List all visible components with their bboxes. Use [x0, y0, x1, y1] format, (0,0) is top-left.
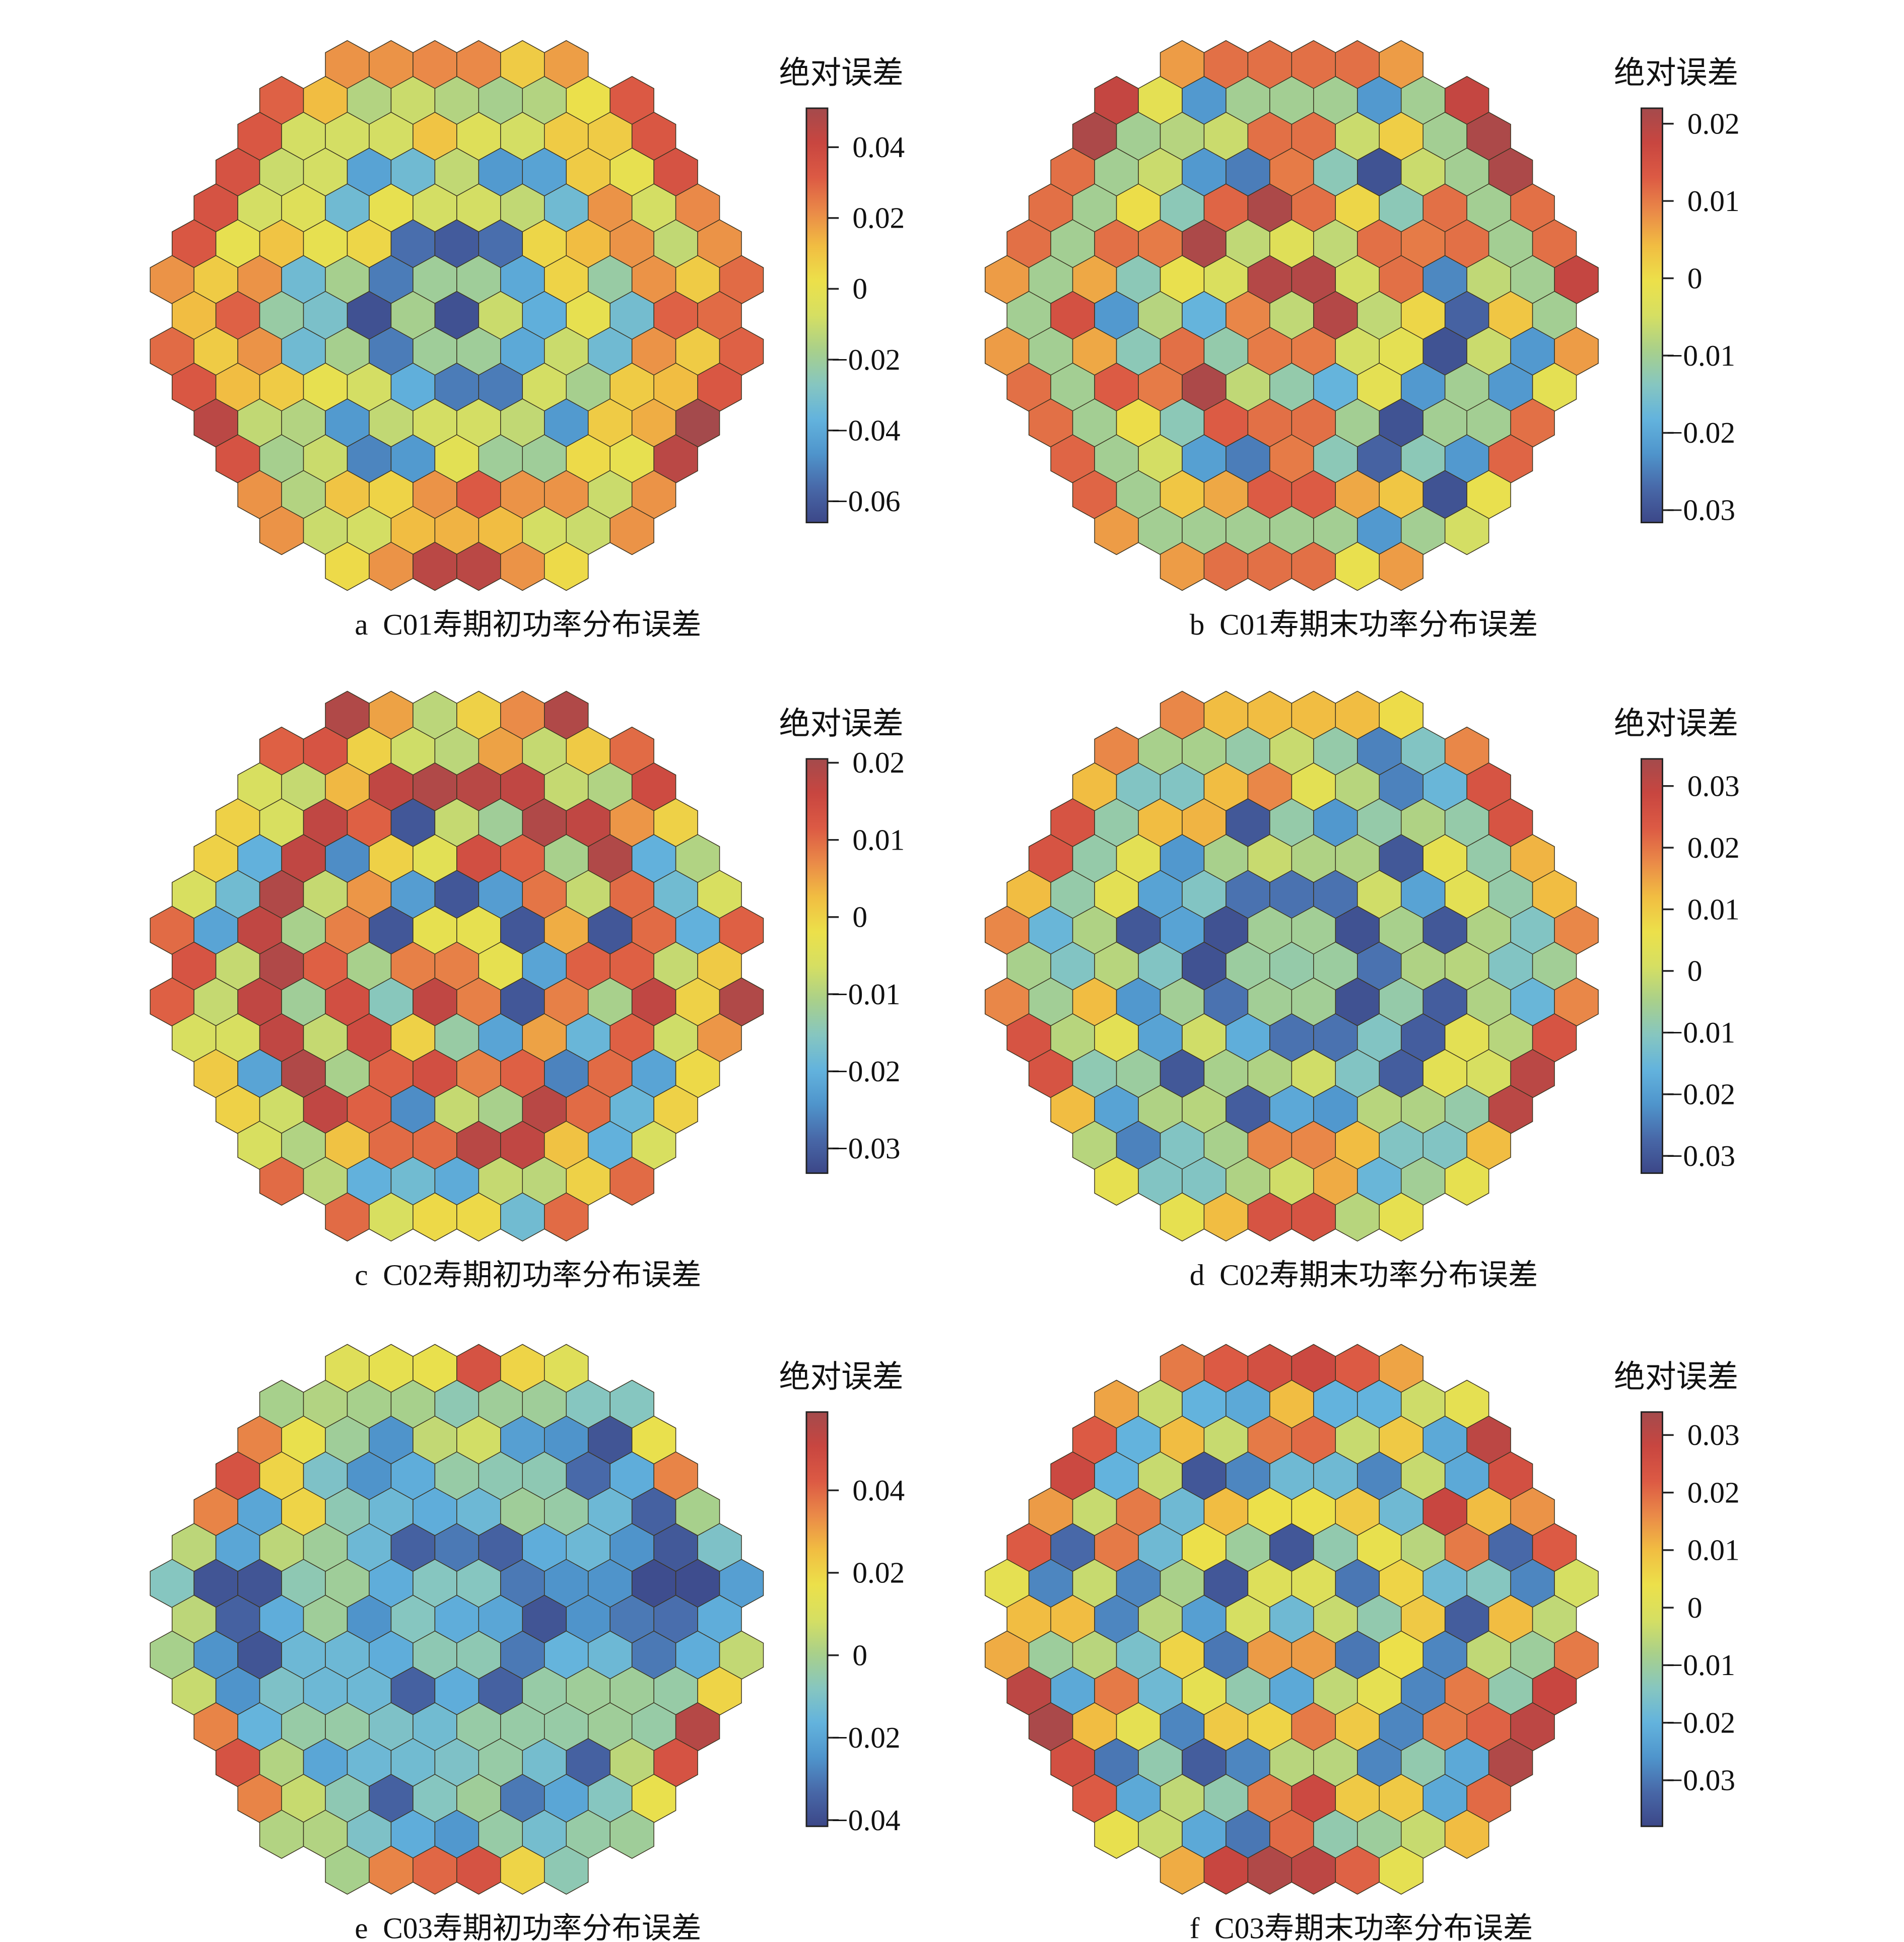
colorbar-tick-label: −0.02 — [831, 1721, 900, 1754]
hex-cell — [1444, 506, 1489, 556]
colorbar-tick-label: 0.03 — [1687, 769, 1740, 802]
colorbar: 绝对误差 0.04 0.02 0 −0.02 −0.04 −0.06 — [779, 56, 905, 523]
hex-grid — [150, 40, 764, 591]
colorbar-title: 绝对误差 — [779, 707, 904, 741]
panel-caption: a C01寿期初功率分布误差 — [355, 608, 701, 641]
panel-d: 绝对误差 0.03 0.02 0.01 0 −0.01 −0.02 −0.03 d C02寿期末… — [984, 690, 1740, 1292]
panel-caption: e C03寿期初功率分布误差 — [355, 1912, 701, 1942]
hex-cell — [544, 541, 589, 591]
panel-caption: f C03寿期末功率分布误差 — [1190, 1912, 1533, 1942]
colorbar-gradient — [805, 107, 829, 523]
colorbar-tick-label: −0.02 — [1666, 416, 1735, 449]
colorbar-tick-label: 0.03 — [1687, 1418, 1740, 1451]
colorbar-tick-label: −0.04 — [831, 1804, 900, 1837]
colorbar-tick-label: −0.01 — [1666, 1016, 1735, 1049]
hex-grid — [150, 690, 764, 1242]
colorbar-title: 绝对误差 — [1614, 56, 1738, 91]
colorbar-title: 绝对误差 — [1614, 1360, 1738, 1394]
colorbar-gradient — [1641, 1411, 1663, 1827]
colorbar-tick-label: −0.02 — [1666, 1077, 1735, 1111]
hex-grid — [150, 1344, 764, 1895]
colorbar-tick-label: 0 — [1687, 261, 1703, 295]
colorbar: 绝对误差 0.02 0.01 0 −0.01 −0.02 −0.03 — [1614, 56, 1739, 527]
panel-a: 绝对误差 0.04 0.02 0 −0.02 −0.04 −0.06 a C01寿期初功率分布… — [150, 40, 905, 641]
colorbar-tick-label: 0.01 — [1687, 892, 1740, 926]
colorbar-tick-label: 0.04 — [852, 130, 905, 164]
colorbar-tick-label: −0.02 — [831, 1055, 900, 1088]
colorbar-tick-label: 0.01 — [852, 823, 905, 856]
colorbar-tick-label: 0.02 — [852, 1556, 905, 1589]
colorbar-tick-label: 0.01 — [1687, 184, 1740, 218]
colorbar-tick-label: −0.01 — [1666, 339, 1735, 372]
colorbar-tick-label: −0.01 — [1666, 1648, 1735, 1682]
hex-cell — [1444, 1156, 1489, 1206]
panel-b: 绝对误差 0.02 0.01 0 −0.01 −0.02 −0.03 b C01寿期末功率分布… — [984, 40, 1740, 641]
colorbar-tick-label: −0.02 — [831, 343, 900, 376]
hex-grid — [984, 690, 1599, 1242]
colorbar-tick-label: 0.02 — [1687, 107, 1740, 140]
colorbar-tick-label: −0.03 — [1666, 1764, 1735, 1797]
colorbar-tick-label: −0.04 — [831, 413, 900, 447]
hex-cell — [1379, 1845, 1423, 1895]
panel-caption: b C01寿期末功率分布误差 — [1190, 608, 1538, 641]
hex-cell — [1379, 1192, 1423, 1242]
panel-e: 绝对误差 0.04 0.02 0 −0.02 −0.04 e C03寿期初功率分布误差 — [150, 1344, 905, 1942]
hex-cell — [544, 1845, 589, 1895]
colorbar: 绝对误差 0.03 0.02 0.01 0 −0.01 −0.02 −0.03 — [1614, 1360, 1740, 1827]
colorbar-tick-label: 0 — [1687, 954, 1703, 988]
colorbar-tick-label: −0.03 — [831, 1132, 900, 1165]
colorbar-title: 绝对误差 — [779, 56, 904, 91]
colorbar-title: 绝对误差 — [779, 1360, 904, 1394]
hex-cell — [609, 1810, 654, 1859]
colorbar-tick-label: 0.02 — [1687, 831, 1740, 864]
colorbar-tick-label: 0.02 — [852, 746, 905, 779]
colorbar-tick-label: −0.03 — [1666, 1139, 1735, 1172]
hex-cell — [544, 1192, 589, 1242]
colorbar-tick-label: −0.02 — [1666, 1706, 1735, 1739]
hex-grid — [984, 1344, 1599, 1895]
colorbar-tick-label: 0.02 — [852, 201, 905, 235]
colorbar-tick-label: 0 — [1687, 1591, 1703, 1624]
hex-grid — [984, 40, 1599, 591]
hex-cell — [1444, 1810, 1489, 1859]
colorbar-gradient — [805, 758, 829, 1174]
colorbar-tick-label: −0.06 — [831, 484, 900, 518]
colorbar-gradient — [1641, 758, 1663, 1174]
colorbar-gradient — [805, 1411, 829, 1827]
colorbar-tick-label: −0.01 — [831, 978, 900, 1011]
hex-cell — [1379, 541, 1423, 591]
hex-cell — [609, 1156, 654, 1206]
colorbar: 绝对误差 0.04 0.02 0 −0.02 −0.04 — [779, 1360, 905, 1836]
panel-f: 绝对误差 0.03 0.02 0.01 0 −0.01 −0.02 −0.03 f C03寿期末… — [984, 1344, 1740, 1942]
colorbar-tick-label: 0 — [852, 900, 867, 934]
colorbar-title: 绝对误差 — [1614, 707, 1738, 741]
colorbar-tick-label: 0.04 — [852, 1474, 905, 1507]
hex-cell — [609, 506, 654, 556]
panel-c: 绝对误差 0.02 0.01 0 −0.01 −0.02 −0.03 c C02寿期初功率分布… — [150, 690, 905, 1292]
colorbar-tick-label: 0 — [852, 272, 867, 305]
panel-caption: d C02寿期末功率分布误差 — [1190, 1259, 1538, 1292]
colorbar: 绝对误差 0.02 0.01 0 −0.01 −0.02 −0.03 — [779, 707, 905, 1174]
colorbar: 绝对误差 0.03 0.02 0.01 0 −0.01 −0.02 −0.03 — [1614, 707, 1740, 1174]
colorbar-gradient — [1641, 107, 1663, 523]
colorbar-tick-label: −0.03 — [1666, 494, 1735, 527]
colorbar-tick-label: 0 — [852, 1638, 867, 1672]
panel-caption: c C02寿期初功率分布误差 — [355, 1259, 701, 1292]
colorbar-tick-label: 0.01 — [1687, 1534, 1740, 1567]
colorbar-tick-label: 0.02 — [1687, 1476, 1740, 1509]
